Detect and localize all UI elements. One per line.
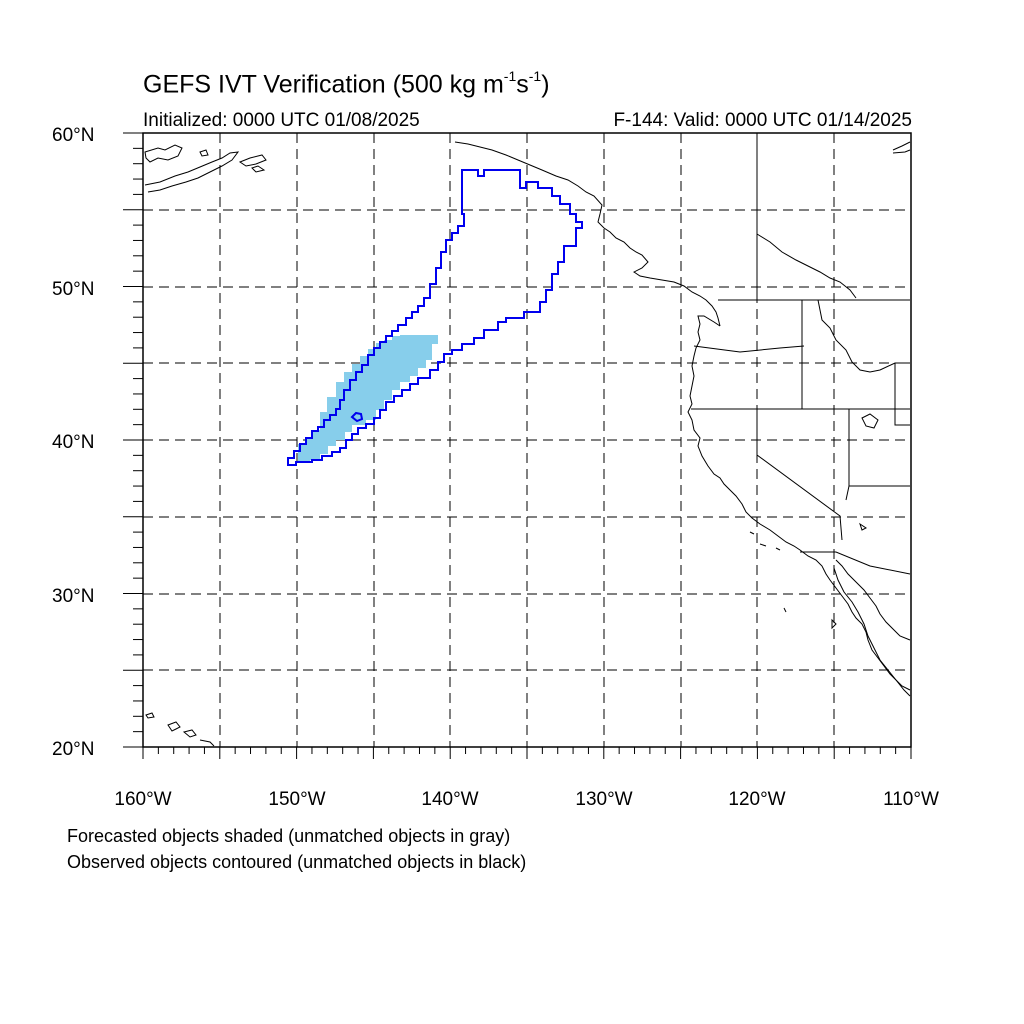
lat-label-60: 60°N (52, 125, 94, 146)
map-title: GEFS IVT Verification (500 kg m-1s-1) (143, 68, 550, 99)
axis-ticks (123, 132, 912, 759)
lon-labels: 160°W 150°W 140°W 130°W 120°W 110°W (114, 789, 939, 810)
forecast-note: Forecasted objects shaded (unmatched obj… (67, 826, 511, 846)
lat-label-50: 50°N (52, 279, 94, 300)
lon-label-140: 140°W (421, 789, 478, 810)
lon-label-160: 160°W (114, 789, 171, 810)
grid-lines (143, 133, 911, 747)
lat-label-40: 40°N (52, 432, 94, 453)
coastlines (144, 133, 911, 747)
lat-label-20: 20°N (52, 739, 94, 760)
lon-label-120: 120°W (728, 789, 785, 810)
lon-label-130: 130°W (575, 789, 632, 810)
lat-labels: 60°N 50°N 40°N 30°N 20°N (52, 125, 94, 760)
lon-label-150: 150°W (268, 789, 325, 810)
lat-label-30: 30°N (52, 586, 94, 607)
observed-contour (287, 169, 583, 466)
initialized-time: Initialized: 0000 UTC 01/08/2025 (143, 110, 420, 131)
valid-time: F-144: Valid: 0000 UTC 01/14/2025 (613, 110, 912, 131)
observed-note: Observed objects contoured (unmatched ob… (67, 852, 527, 872)
lon-label-110: 110°W (883, 789, 939, 810)
forecast-object (298, 335, 438, 461)
